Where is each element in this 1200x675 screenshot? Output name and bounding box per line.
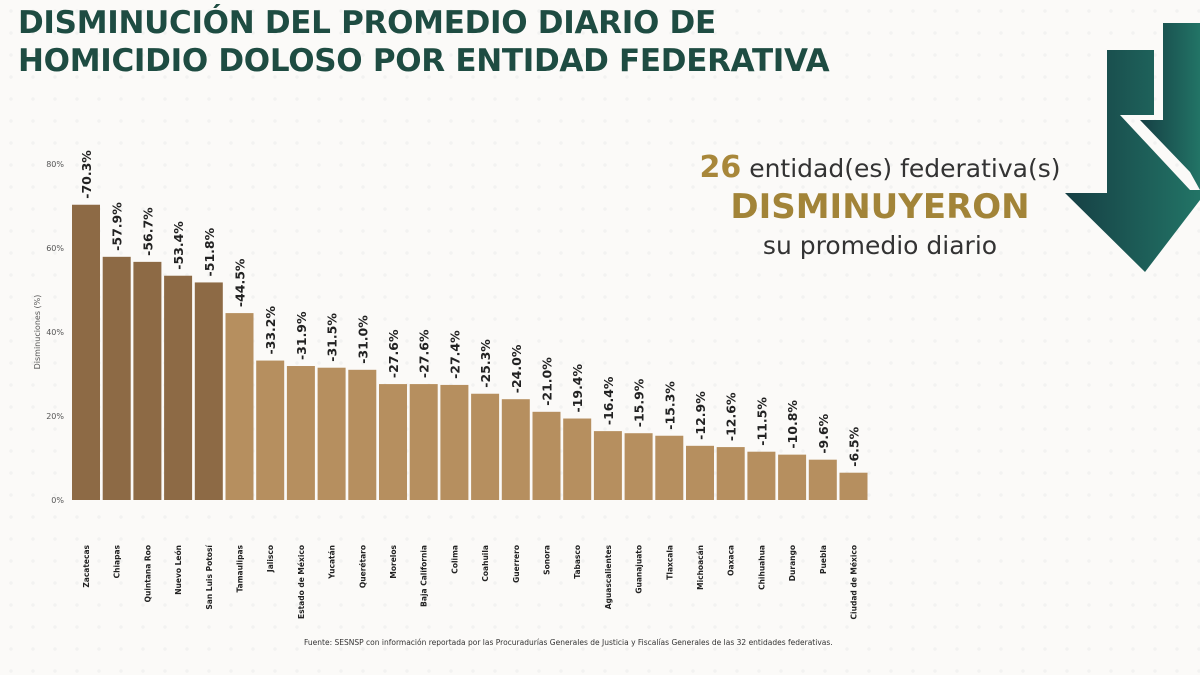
y-tick-label: 20% [46,412,64,421]
data-label: -57.9% [110,202,125,251]
y-axis-label: Disminuciones (%) [33,295,42,370]
bar [471,393,500,500]
x-tick-label: Puebla [819,545,828,574]
x-tick-label: Jalisco [266,545,275,573]
bar [286,366,315,500]
x-tick-label: Guerrero [512,545,521,583]
data-label: -33.2% [263,306,278,355]
bar [532,411,561,500]
data-label: -15.9% [632,378,647,427]
data-label: -31.5% [325,313,340,362]
x-tick-label: Estado de México [297,545,306,619]
x-tick-label: Chiapas [113,544,122,578]
data-label: -70.3% [79,150,94,199]
bar [624,433,653,500]
bar [409,384,438,500]
source-note: Fuente: SESNSP con información reportada… [304,638,833,647]
y-tick-label: 60% [46,244,64,253]
data-label: -27.6% [417,329,432,378]
data-label: -16.4% [601,376,616,425]
data-label: -24.0% [509,344,524,393]
bar [747,451,776,500]
y-tick-label: 40% [46,328,64,337]
x-tick-label: Querétaro [358,545,367,588]
x-tick-label: Guanajuato [635,545,644,594]
x-tick-label: Oaxaca [727,545,736,576]
data-label: -27.4% [447,330,462,379]
bar [808,459,837,500]
bar [256,360,285,500]
x-tick-label: Michoacán [696,545,705,590]
data-label: -44.5% [233,258,248,307]
bar [839,472,868,500]
bar [563,418,592,500]
x-tick-label: Nuevo León [174,545,183,595]
bar [501,399,530,500]
bar-chart: 0% 20% 40% 60% 80% Disminuciones (%) -70.3% Zac… [33,150,868,619]
count: 26 [699,150,742,185]
summary-callout: 26 entidad(es) federativa(s) DISMINUYERO… [660,150,1100,260]
x-tick-label: Sonora [543,545,552,575]
bar [348,369,377,500]
bar [686,445,714,500]
y-tick-label: 0% [51,496,64,505]
x-tick-label: Tabasco [573,545,582,579]
x-tick-label: Yucatán [328,545,337,580]
data-label: -21.0% [540,357,555,406]
bar [317,367,346,500]
bar [133,261,162,500]
x-tick-label: Coahuila [481,545,490,582]
title-line-2: HOMICIDIO DOLOSO POR ENTIDAD FEDERATIVA [18,43,830,79]
x-tick-label: Tamaulipas [236,544,245,592]
data-label: -11.5% [754,397,769,446]
bar [164,275,193,500]
x-tick-label: San Luis Potosí [205,545,214,610]
data-label: -9.6% [816,413,831,453]
x-tick-label: Colima [450,545,459,574]
bar [102,256,131,500]
data-label: -12.6% [724,392,739,441]
x-tick-label: Baja California [420,545,429,607]
down-arrow-icon [1065,23,1200,272]
bar [778,454,807,500]
data-label: -12.9% [693,391,708,440]
bar [716,447,745,500]
x-tick-label: Tlaxcala [665,545,674,580]
data-label: -19.4% [570,363,585,412]
x-tick-label: Ciudad de México [850,545,859,619]
callout-line-3: su promedio diario [762,231,998,260]
x-tick-label: Zacatecas [82,544,91,587]
data-label: -31.9% [294,311,309,360]
bar [225,313,254,500]
x-tick-label: Morelos [389,544,398,578]
x-tick-label: Durango [788,545,797,581]
title-line-1: DISMINUCIÓN DEL PROMEDIO DIARIO DE [18,5,716,41]
bar [593,431,622,500]
y-tick-label: 80% [46,160,64,169]
data-label: -51.8% [202,227,217,276]
page-title: DISMINUCIÓN DEL PROMEDIO DIARIO DE HOMIC… [18,4,830,80]
data-label: -25.3% [478,339,493,388]
x-tick-label: Aguascalientes [604,544,613,609]
callout-line-2: DISMINUYERON [730,187,1030,227]
data-label: -6.5% [847,426,862,466]
callout-line-1: entidad(es) federativa(s) [749,154,1061,183]
data-label: -27.6% [386,329,401,378]
x-tick-label: Quintana Roo [143,545,152,602]
data-label: -53.4% [171,221,186,270]
bar [194,282,223,500]
data-label: -10.8% [785,400,800,449]
x-tick-label: Chihuahua [757,545,766,590]
bar [440,384,469,500]
data-label: -15.3% [662,381,677,430]
data-label: -56.7% [140,207,155,256]
bar [655,435,684,500]
bar [72,204,100,501]
bar [379,384,407,500]
data-label: -31.0% [355,315,370,364]
